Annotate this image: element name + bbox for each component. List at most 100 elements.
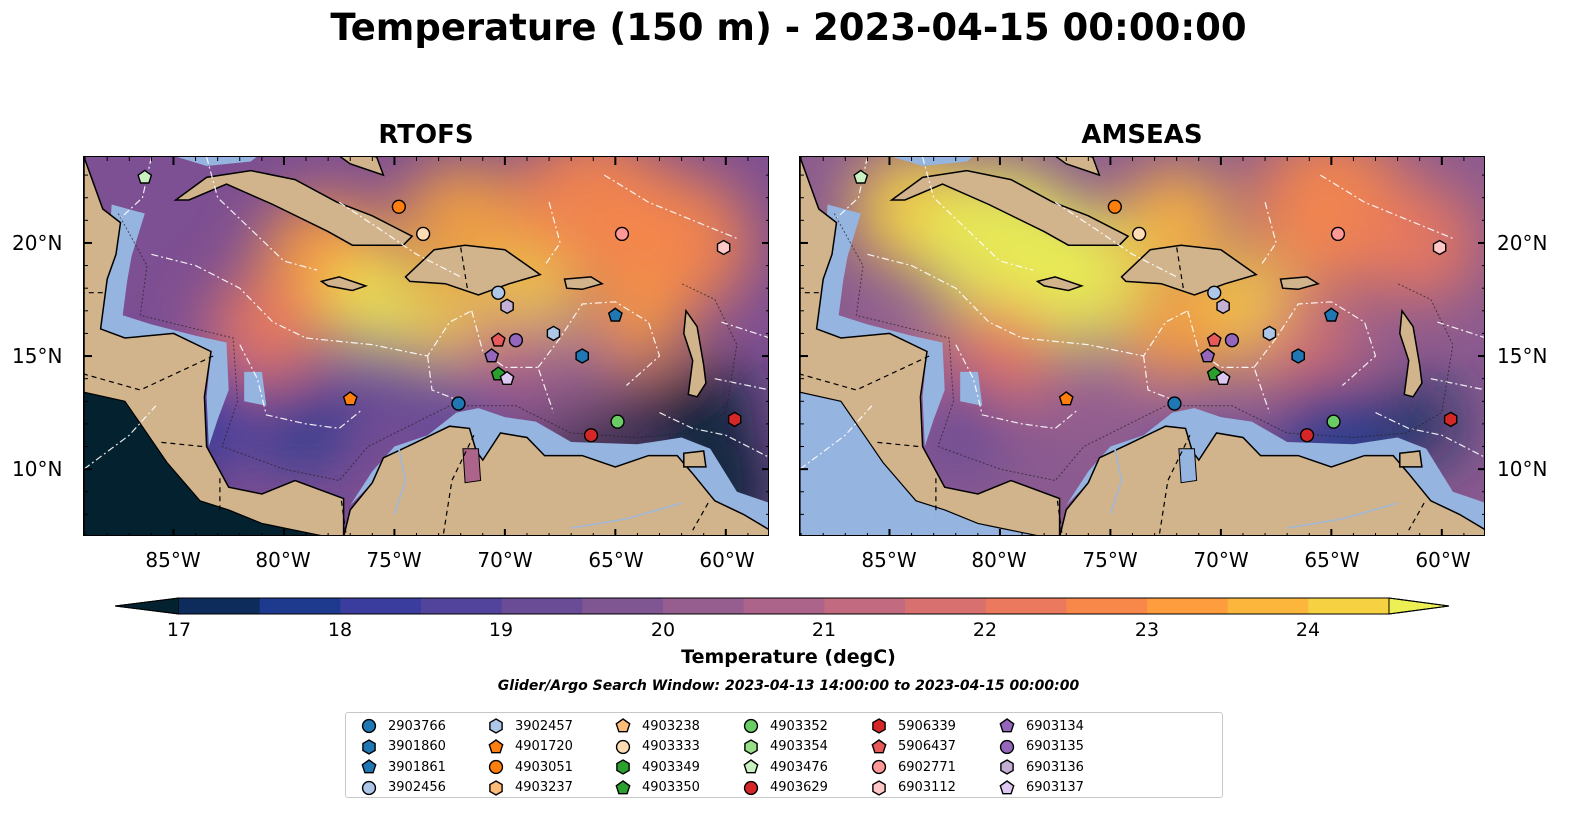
legend-marker-hexagon (489, 718, 503, 734)
lat-tick-label: 20°N (1497, 231, 1548, 255)
colorbar-segment (259, 598, 341, 614)
float-marker-6903134 (1200, 348, 1216, 363)
legend-label: 4903350 (642, 780, 700, 795)
figure-title: Temperature (150 m) - 2023-04-15 00:00:0… (330, 6, 1247, 49)
legend-marker-icon (872, 718, 886, 734)
colorbar-tick-label: 24 (1295, 619, 1321, 641)
lake-maracaibo (462, 448, 482, 484)
colorbar-tick-label: 20 (650, 619, 676, 641)
colorbar-segment (1227, 598, 1309, 614)
shelf-area (244, 371, 267, 406)
map-panel-amseas (799, 156, 1485, 536)
legend-label: 4903237 (515, 780, 573, 795)
float-marker-5906437 (490, 332, 506, 347)
legend-marker-pentagon (871, 738, 887, 753)
colorbar-segment (340, 598, 422, 614)
legend-marker-hexagon (362, 738, 376, 755)
lake-maracaibo (1178, 448, 1198, 484)
colorbar-segment (1147, 598, 1229, 614)
eez-boundary (867, 253, 1023, 339)
legend-item: 2903766 (360, 716, 446, 736)
eez-boundary (1375, 412, 1484, 458)
float-legend: 2903766 3901860 3901861 3902456 3902457 49017… (345, 712, 1223, 798)
legend-label: 4903476 (770, 759, 828, 775)
colorbar (115, 597, 1450, 615)
eez-boundary (1430, 378, 1484, 391)
legend-marker-icon (999, 718, 1015, 733)
colorbar-segment (905, 598, 987, 614)
colorbar-tick-label: 22 (972, 619, 998, 641)
float-marker-6903112 (716, 239, 731, 256)
legend-item: 4903051 (487, 757, 573, 777)
eez-boundary (84, 405, 157, 470)
shelf-area (960, 371, 983, 406)
legend-item: 4901720 (487, 737, 573, 757)
legend-marker-circle (871, 759, 887, 775)
land-jamaica (319, 276, 369, 292)
colorbar-segment (663, 598, 745, 614)
eez-boundary (1253, 301, 1377, 386)
colorbar-segment (985, 598, 1067, 614)
colorbar-extend-high (1388, 597, 1450, 615)
float-marker-4903476 (853, 169, 869, 184)
legend-item: 3901861 (360, 757, 446, 777)
legend-marker-circle (361, 780, 377, 795)
legend-marker-icon (489, 718, 503, 734)
float-marker-4903051 (1107, 199, 1122, 214)
legend-item: 4903349 (614, 757, 700, 777)
colorbar-tick-label: 17 (166, 619, 192, 641)
lon-tick-label: 75°W (1082, 548, 1138, 572)
legend-marker-icon (361, 780, 377, 795)
lon-tick-label: 60°W (699, 548, 755, 572)
colorbar-segment (1308, 598, 1390, 614)
legend-label: 5906339 (898, 718, 956, 734)
country-border (157, 441, 203, 448)
lon-tick-label: 85°W (861, 548, 917, 572)
float-marker-3902456 (491, 285, 506, 300)
legend-label: 6903135 (1026, 739, 1084, 754)
float-marker-6903134 (484, 348, 500, 363)
legend-marker-icon (616, 759, 630, 775)
legend-item: 4903629 (742, 778, 828, 798)
country-border (873, 441, 919, 448)
legend-label: 3902456 (388, 780, 446, 795)
legend-marker-icon (871, 759, 887, 775)
legend-item: 4903237 (487, 778, 573, 798)
lon-tick-label: 65°W (588, 548, 644, 572)
eez-boundary (206, 157, 318, 271)
float-marker-5906339 (1443, 411, 1458, 428)
legend-label: 3901860 (388, 739, 446, 754)
float-marker-6903135 (508, 333, 524, 348)
land-bahamas (339, 157, 385, 177)
eez-boundary (721, 321, 768, 338)
legend-marker-pentagon (615, 718, 631, 733)
legend-item: 6903134 (998, 716, 1084, 736)
float-marker-6902771 (614, 226, 630, 242)
legend-marker-circle (743, 718, 759, 734)
float-marker-4903333 (1131, 226, 1147, 242)
eez-boundary (1437, 321, 1484, 338)
float-marker-2903766 (451, 396, 466, 411)
legend-item: 6903136 (998, 757, 1084, 777)
river (1109, 448, 1123, 515)
lon-tick-label: 70°W (1193, 548, 1249, 572)
eez-boundary (714, 378, 768, 391)
legend-marker-icon (362, 738, 376, 755)
float-marker-3901861 (607, 307, 623, 322)
legend-item: 4903352 (742, 716, 828, 736)
legend-item: 3901860 (360, 737, 446, 757)
float-marker-4903629 (583, 428, 599, 443)
eez-boundary (338, 201, 461, 278)
pacific-masked (800, 391, 1038, 535)
land-jamaica (1035, 276, 1085, 292)
colorbar-segment (501, 598, 583, 614)
legend-marker-pentagon (743, 759, 759, 774)
lat-tick-label: 10°N (1497, 457, 1548, 481)
country-border (800, 355, 930, 391)
eez-boundary (1143, 355, 1177, 402)
legend-label: 4903352 (770, 718, 828, 734)
float-marker-4903352 (1326, 414, 1341, 429)
eez-boundary (833, 157, 868, 221)
colorbar-tick-label: 23 (1134, 619, 1160, 641)
map-panel-rtofs (83, 156, 769, 536)
